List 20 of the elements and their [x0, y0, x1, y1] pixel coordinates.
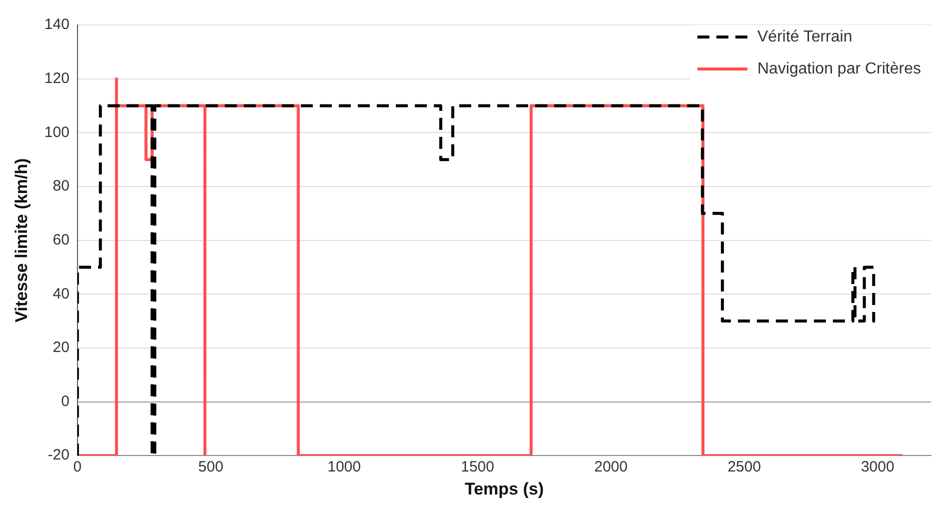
legend-label: Navigation par Critères: [757, 60, 921, 78]
x-tick-label: 1000: [327, 458, 361, 476]
x-tick-label: 0: [73, 458, 82, 476]
x-tick-label: 500: [198, 458, 224, 476]
y-tick-label: 20: [52, 339, 70, 356]
y-tick-label: 140: [44, 16, 70, 34]
y-tick-label: 80: [52, 178, 70, 195]
x-axis-title: Temps (s): [464, 479, 544, 498]
y-tick-label: 40: [52, 285, 70, 302]
legend-label: Vérité Terrain: [757, 28, 852, 46]
y-tick-label: 60: [52, 231, 70, 248]
y-tick-label: 0: [61, 392, 70, 410]
x-tick-label: 2000: [594, 458, 628, 476]
x-tick-label: 3000: [860, 458, 894, 476]
y-tick-label: -20: [48, 446, 70, 464]
y-tick-label: 120: [44, 70, 70, 87]
x-tick-label: 1500: [460, 458, 494, 476]
y-axis-title: Vitesse limite (km/h): [12, 158, 31, 322]
x-tick-label: 2500: [728, 458, 761, 476]
y-tick-label: 100: [44, 124, 70, 141]
